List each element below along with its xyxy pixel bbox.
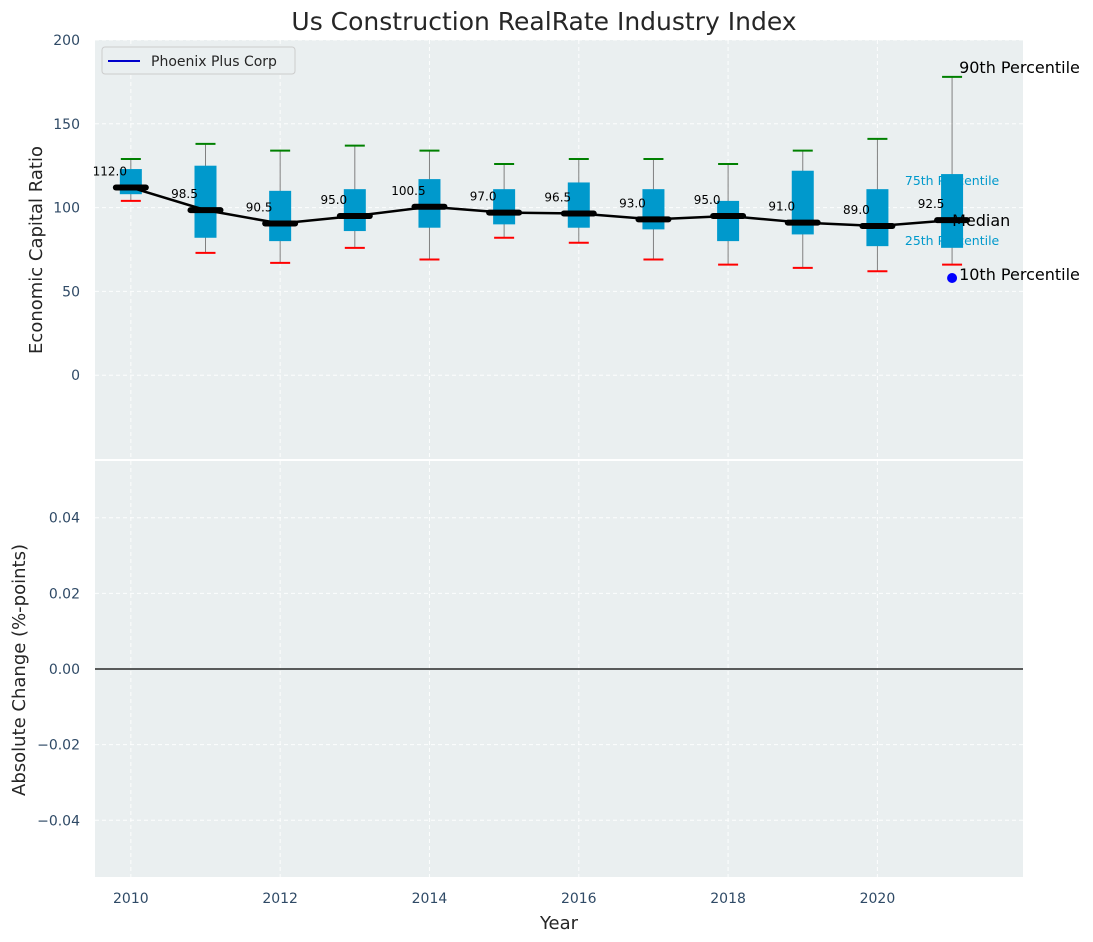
bottom-y-tick-label: −0.02 [37,738,80,754]
bottom-y-tick-label: 0.04 [49,511,80,527]
x-tick-label: 2014 [412,891,448,907]
median-value-label: 97.0 [470,190,497,204]
legend-label: Phoenix Plus Corp [151,54,277,70]
top-y-tick-label: 0 [71,368,80,384]
median-value-label: 100.5 [391,184,425,198]
bottom-y-tick-label: −0.04 [37,813,80,829]
top-y-tick-labels: 0 50 100 150 200 [53,33,80,384]
chart-title: Us Construction RealRate Industry Index [291,7,796,36]
legend: Phoenix Plus Corp [101,46,296,75]
median-value-label: 96.5 [544,190,571,204]
median-value-label: 90.5 [246,201,273,215]
median-value-label: 89.0 [843,203,870,217]
x-tick-label: 2020 [860,891,896,907]
median-value-label: 95.0 [694,193,721,207]
top-panel-plot: 112.0 98.5 90.5 95.0 100.5 97.0 96.5 93.0 95.0 91… [93,58,1080,284]
bottom-y-axis-label: Absolute Change (%-points) [9,544,30,796]
median-value-label: 92.5 [918,197,945,211]
annotation-p25: 25th Percentile [905,233,1000,248]
annotation-p75: 75th Percentile [905,173,1000,188]
x-tick-labels: 2010 2012 2014 2016 2018 2020 [113,891,895,907]
median-value-label: 112.0 [93,164,127,178]
median-value-label: 91.0 [768,200,795,214]
top-y-tick-label: 50 [62,284,80,300]
top-panel-background [95,40,1023,459]
iqr-box [269,190,292,242]
iqr-box [194,165,217,238]
iqr-box [941,174,964,248]
annotation-p90: 90th Percentile [959,58,1080,77]
top-y-axis-label: Economic Capital Ratio [26,146,47,354]
legend-frame [101,46,296,75]
iqr-box [866,189,889,247]
median-value-label: 93.0 [619,196,646,210]
top-y-tick-label: 150 [53,117,80,133]
x-axis-label: Year [539,913,579,934]
median-value-label: 95.0 [320,193,347,207]
top-y-tick-label: 200 [53,33,80,49]
iqr-box [791,170,814,235]
top-panel-grid [95,39,1023,459]
iqr-box [343,189,366,232]
bottom-y-tick-labels: −0.04 −0.02 0.00 0.02 0.04 [37,511,80,830]
iqr-box [418,179,441,228]
annotation-p10: 10th Percentile [959,265,1080,284]
iqr-box [567,182,590,228]
bottom-y-tick-label: 0.02 [49,586,80,602]
bottom-y-tick-label: 0.00 [49,662,80,678]
iqr-box [717,200,740,242]
x-tick-label: 2016 [561,891,597,907]
x-tick-label: 2018 [710,891,746,907]
percentile-marker-dot [947,272,958,283]
x-tick-label: 2010 [113,891,149,907]
median-value-label: 98.5 [171,187,198,201]
top-y-tick-label: 100 [53,201,80,217]
x-tick-label: 2012 [262,891,298,907]
annotation-median: Median [952,211,1010,230]
